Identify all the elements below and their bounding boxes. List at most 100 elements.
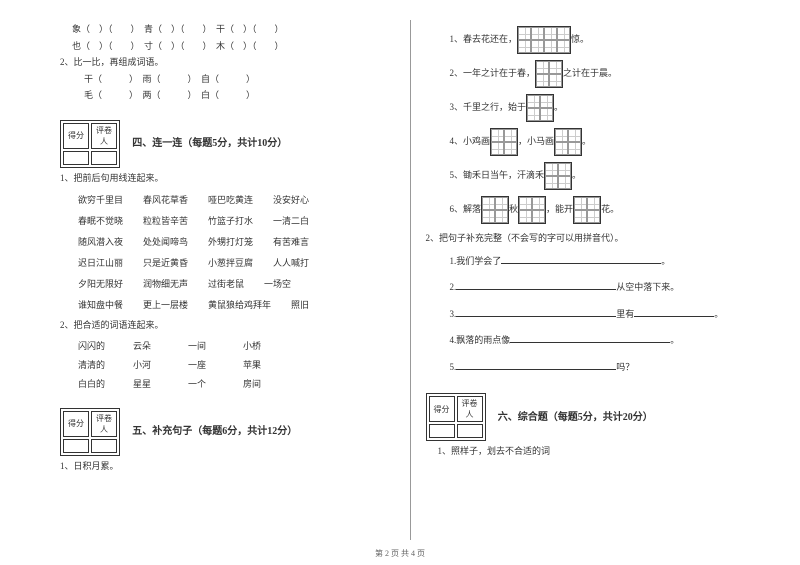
pair-item: 小桥 [243,339,298,352]
blank[interactable] [456,280,616,290]
fill-text: 。 [661,256,670,266]
fill-line: 1.我们学会了。 [450,251,761,273]
blank[interactable] [501,254,661,264]
match-item: 处处闻啼鸟 [143,235,188,248]
poem-num: 3、 [450,102,464,112]
tianzige-grid [544,162,572,190]
match-item: 人人喊打 [273,256,309,269]
poem-line: 6、解落秋，能开花。 [450,196,761,224]
poem-num: 4、 [450,136,464,146]
section-4-header: 得分 评卷人 四、连一连（每题5分，共计10分） [60,120,395,168]
match-row: 夕阳无限好润物细无声过街老鼠一场空 [78,277,395,290]
grader-label: 评卷人 [457,396,483,422]
blank[interactable] [510,333,670,343]
section-4-title: 四、连一连（每题5分，共计10分） [132,138,287,149]
section-5-title: 五、补充句子（每题6分，共计12分） [132,426,297,437]
fill-line: 5.吗？ [450,357,761,379]
left-column: 象（ ）（ ） 青（ ）（ ） 干（ ）（ ） 也（ ）（ ） 寸（ ）（ ） … [60,20,410,540]
match-item: 夕阳无限好 [78,277,123,290]
match-item: 竹篮子打水 [208,214,253,227]
poem-text: ，能开 [546,204,573,214]
match-item: 迟日江山丽 [78,256,123,269]
fill-text: 里有 [616,309,634,319]
fill-lines-container: 1.我们学会了。2.从空中落下来。3.里有。4.飘落的雨点像。5.吗？ [426,251,761,379]
r-q2-title: 2、把句子补充完整（不会写的字可以用拼音代）。 [426,232,761,246]
tianzige-grid [481,196,509,224]
fill-line: 4.飘落的雨点像。 [450,330,761,352]
blank[interactable] [456,360,616,370]
poem-num: 5、 [450,170,464,180]
tianzige-grid [518,196,546,224]
poem-lines-container: 1、春去花还在，惊。2、一年之计在于春，之计在于晨。3、千里之行，始于。4、小鸡… [426,26,761,224]
top-line-1: 象（ ）（ ） 青（ ）（ ） 干（ ）（ ） [60,23,395,37]
poem-line: 4、小鸡画 ，小马画 。 [450,128,761,156]
fill-line: 3.里有。 [450,304,761,326]
poem-text: 小鸡画 [463,136,490,146]
match-item: 有苦难言 [273,235,309,248]
match-row: 谁知盘中餐更上一层楼黄鼠狼给鸡拜年照旧 [78,298,395,311]
poem-text: 锄禾日当午，汗滴禾 [463,170,544,180]
fill-text: 我们学会了 [456,256,501,266]
score-box-6: 得分 评卷人 [426,393,486,441]
match-item: 春眠不觉晓 [78,214,123,227]
poem-text: 之计在于晨。 [563,68,617,78]
pair-item: 星星 [133,377,188,390]
fill-text: 。 [714,309,723,319]
fill-line: 2. 从空中落下来。 [450,277,761,299]
poem-text: ，小马画 [518,136,554,146]
fill-text: 从空中落下来。 [616,282,679,292]
poem-text: 千里之行，始于 [463,102,526,112]
poem-line: 1、春去花还在，惊。 [450,26,761,54]
pair-item: 小河 [133,358,188,371]
match-item: 过街老鼠 [208,277,244,290]
match-item: 粒粒皆辛苦 [143,214,188,227]
poem-line: 5、锄禾日当午，汗滴禾 。 [450,162,761,190]
poem-text: 春去花还在， [463,34,517,44]
sec6-q1: 1、照样子，划去不合适的词 [426,445,761,459]
section-6-title: 六、综合题（每题5分，共计20分） [498,412,653,423]
poem-line: 2、一年之计在于春，之计在于晨。 [450,60,761,88]
pair-item: 清清的 [78,358,133,371]
pair-rows-container: 闪闪的云朵一间小桥清清的小河一座苹果白白的星星一个房间 [60,339,395,390]
pair-item: 房间 [243,377,298,390]
fill-text: 。 [670,335,679,345]
right-column: 1、春去花还在，惊。2、一年之计在于春，之计在于晨。3、千里之行，始于。4、小鸡… [410,20,761,540]
poem-text: 秋 [509,204,518,214]
match-item: 黄鼠狼给鸡拜年 [208,298,271,311]
score-label: 得分 [63,411,89,437]
poem-text: 一年之计在于春， [463,68,535,78]
tianzige-grid [490,128,518,156]
match-row: 迟日江山丽只是近黄昏小葱拌豆腐人人喊打 [78,256,395,269]
score-box-4: 得分 评卷人 [60,120,120,168]
page-footer: 第 2 页 共 4 页 [0,548,800,559]
match-item: 照旧 [291,298,309,311]
score-label: 得分 [63,123,89,149]
pair-item: 云朵 [133,339,188,352]
pair-row: 白白的星星一个房间 [78,377,395,390]
match-item: 哑巴吃黄连 [208,193,253,206]
fill-text: 飘落的雨点像 [456,335,510,345]
tianzige-grid [535,60,563,88]
score-label: 得分 [429,396,455,422]
match-item: 小葱拌豆腐 [208,256,253,269]
poem-text: 。 [554,102,563,112]
poem-text: 。 [572,170,581,180]
pair-row: 清清的小河一座苹果 [78,358,395,371]
pair-item: 一间 [188,339,243,352]
match-rows-container: 欲穷千里目春风花草香哑巴吃黄连没安好心春眠不觉晓粒粒皆辛苦竹篮子打水一清二白随风… [60,193,395,311]
match-item: 随风潜入夜 [78,235,123,248]
tianzige-grid [517,26,571,54]
match-item: 一清二白 [273,214,309,227]
poem-text: 。 [582,136,591,146]
q2-row-1: 干（ ） 雨（ ） 自（ ） [60,73,395,87]
section-6-header: 得分 评卷人 六、综合题（每题5分，共计20分） [426,393,761,441]
fill-num: 2. [450,282,457,292]
match-item: 外甥打灯笼 [208,235,253,248]
sec5-q1: 1、日积月累。 [60,460,395,474]
grader-label: 评卷人 [91,123,117,149]
pair-item: 闪闪的 [78,339,133,352]
sec4-q2: 2、把合适的词语连起来。 [60,319,395,333]
blank[interactable] [456,307,616,317]
blank[interactable] [634,307,714,317]
score-box-5: 得分 评卷人 [60,408,120,456]
